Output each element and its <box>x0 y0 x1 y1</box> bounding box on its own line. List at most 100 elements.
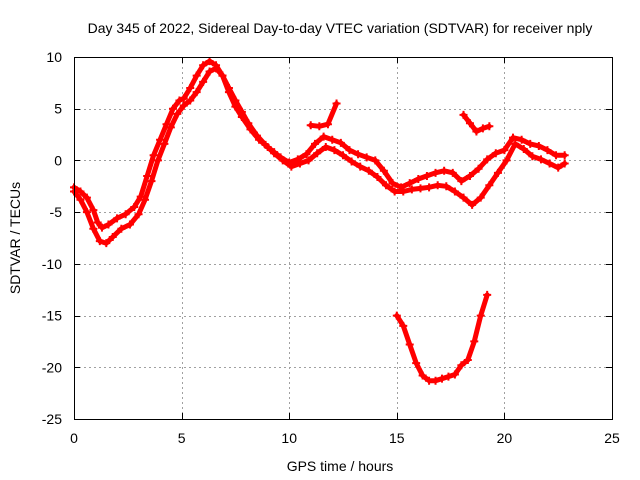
data-point <box>431 168 440 177</box>
data-point <box>166 123 175 132</box>
data-point <box>199 77 208 86</box>
data-point <box>270 149 279 158</box>
data-point <box>321 142 330 151</box>
data-point <box>472 127 481 136</box>
data-point <box>543 146 552 155</box>
data-point <box>330 146 339 155</box>
data-point <box>218 71 227 80</box>
data-point <box>560 159 569 168</box>
series-line <box>308 101 339 129</box>
y-tick-label: -15 <box>42 308 62 324</box>
data-point <box>517 135 526 144</box>
data-point <box>134 210 143 219</box>
data-point <box>457 177 466 186</box>
data-point <box>379 166 388 175</box>
x-tick-label: 5 <box>178 430 186 446</box>
y-tick-label: -25 <box>42 411 62 427</box>
data-point <box>212 64 221 73</box>
data-point <box>465 119 474 128</box>
chart-title: Day 345 of 2022, Sidereal Day-to-day VTE… <box>88 20 593 36</box>
y-tick-label: -20 <box>42 359 62 375</box>
data-point <box>519 145 528 154</box>
data-point <box>382 181 391 190</box>
data-point <box>536 155 545 164</box>
data-point <box>113 214 122 223</box>
data-point <box>440 166 449 175</box>
data-point <box>356 162 365 171</box>
data-point <box>125 220 134 229</box>
x-tick-label: 20 <box>497 430 513 446</box>
data-point <box>313 149 322 158</box>
data-point <box>392 311 401 320</box>
data-point <box>416 184 425 193</box>
data-point <box>136 192 145 201</box>
data-point <box>199 61 208 70</box>
data-point <box>560 151 569 160</box>
data-point <box>302 150 311 159</box>
data-point <box>252 131 261 140</box>
data-point <box>328 135 337 144</box>
data-point <box>511 139 520 148</box>
data-point <box>147 177 156 186</box>
data-point <box>156 135 165 144</box>
series-group <box>70 57 569 385</box>
data-point <box>373 172 382 181</box>
data-point <box>224 84 233 93</box>
data-point <box>205 67 214 76</box>
data-point <box>261 140 270 149</box>
data-point <box>450 370 459 379</box>
data-point <box>457 361 466 370</box>
data-point <box>476 193 485 202</box>
x-axis-label: GPS time / hours <box>287 458 394 474</box>
data-point <box>179 101 188 110</box>
data-point <box>407 185 416 194</box>
data-point <box>104 220 113 229</box>
data-point <box>468 200 477 209</box>
data-point <box>306 121 315 130</box>
data-point <box>390 187 399 196</box>
data-point <box>545 159 554 168</box>
data-point <box>108 232 117 241</box>
data-point <box>339 151 347 160</box>
data-point <box>478 124 487 133</box>
data-point <box>76 195 85 204</box>
data-point <box>192 88 201 97</box>
data-point <box>485 122 494 131</box>
data-point <box>186 84 195 93</box>
data-point <box>160 139 169 148</box>
y-tick-label: 5 <box>54 101 62 117</box>
data-point <box>483 155 492 164</box>
data-point <box>237 107 246 116</box>
plot-frame <box>74 57 613 420</box>
data-point <box>168 104 177 113</box>
data-point <box>304 156 313 165</box>
data-point <box>186 96 195 105</box>
data-point <box>414 175 423 184</box>
data-point <box>82 193 91 202</box>
data-point <box>311 139 320 148</box>
x-tick-label: 0 <box>70 430 78 446</box>
data-point <box>117 224 126 233</box>
data-point <box>470 337 479 346</box>
data-point <box>412 359 421 368</box>
data-point <box>319 132 328 141</box>
data-point <box>474 164 483 173</box>
data-point <box>526 139 535 148</box>
data-point <box>500 146 509 155</box>
data-point <box>502 156 511 165</box>
data-point <box>141 195 150 204</box>
series-segment-18h <box>459 110 494 136</box>
data-point <box>287 162 296 171</box>
data-point <box>89 206 98 215</box>
grid <box>74 57 612 419</box>
y-tick-label: -10 <box>42 256 62 272</box>
data-point <box>485 181 494 190</box>
series-line <box>71 65 568 246</box>
data-point <box>143 171 152 180</box>
data-point <box>102 239 111 248</box>
data-point <box>528 152 537 161</box>
data-point <box>459 193 468 202</box>
data-point <box>465 171 474 180</box>
data-point <box>448 168 457 177</box>
